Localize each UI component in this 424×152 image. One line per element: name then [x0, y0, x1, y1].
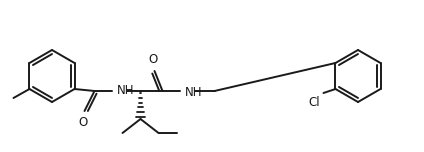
Text: NH: NH [117, 83, 134, 97]
Text: O: O [78, 116, 87, 129]
Text: NH: NH [184, 86, 202, 98]
Text: O: O [148, 53, 157, 66]
Text: Cl: Cl [309, 96, 321, 109]
